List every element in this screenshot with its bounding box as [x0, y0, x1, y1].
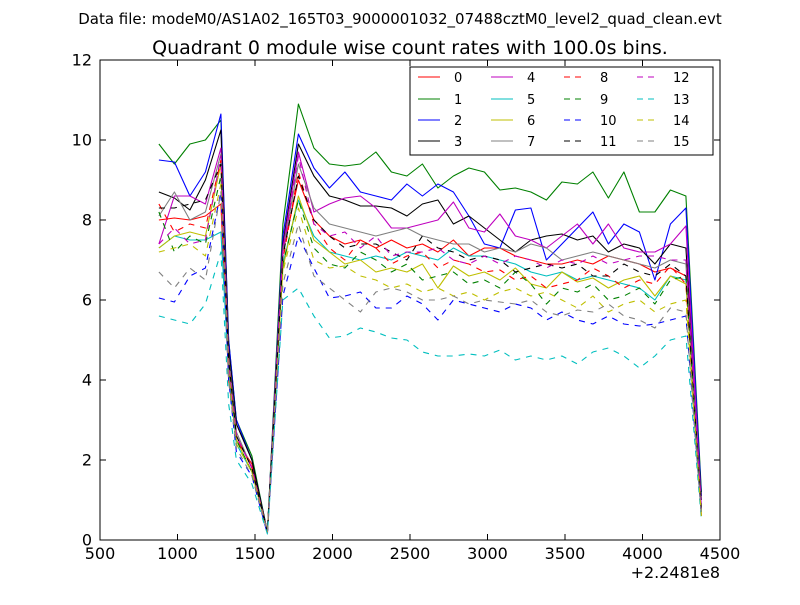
y-tick-label: 12: [72, 51, 92, 70]
legend-label-2: 2: [454, 114, 462, 129]
legend-label-9: 9: [600, 93, 608, 108]
y-tick-label: 6: [82, 291, 92, 310]
x-tick-label: 500: [85, 544, 116, 563]
x-tick-label: 4000: [622, 544, 663, 563]
series-layer: [158, 103, 702, 535]
series-line-10: [158, 191, 702, 535]
legend-label-1: 1: [454, 93, 462, 108]
series-line-11: [158, 163, 702, 533]
legend-label-7: 7: [527, 135, 535, 150]
legend-label-3: 3: [454, 135, 462, 150]
x-tick-label: 2500: [390, 544, 431, 563]
x-tick-label: 1500: [235, 544, 276, 563]
legend-frame: [409, 66, 714, 156]
legend-label-6: 6: [527, 114, 535, 129]
y-tick-label: 8: [82, 211, 92, 230]
legend-label-5: 5: [527, 93, 535, 108]
legend-label-11: 11: [600, 135, 617, 150]
figure-suptitle: Data file: modeM0/AS1A02_165T03_90000010…: [78, 10, 722, 29]
x-tick-label: 3000: [467, 544, 508, 563]
legend-label-8: 8: [600, 71, 608, 86]
series-line-15: [158, 191, 702, 533]
x-tick-label: 4500: [700, 544, 741, 563]
legend-label-10: 10: [600, 114, 617, 129]
series-line-12: [158, 155, 702, 533]
x-axis-offset-label: +2.2481e8: [631, 563, 720, 582]
legend-label-12: 12: [673, 71, 690, 86]
series-line-6: [158, 163, 702, 533]
y-tick-label: 10: [72, 131, 92, 150]
legend-label-14: 14: [673, 114, 690, 129]
legend-label-0: 0: [454, 71, 462, 86]
x-tick-label: 2000: [312, 544, 353, 563]
series-line-9: [158, 175, 702, 533]
y-tick-label: 4: [82, 371, 92, 390]
series-line-3: [158, 129, 702, 533]
legend-label-15: 15: [673, 135, 690, 150]
legend-label-4: 4: [527, 71, 535, 86]
y-tick-label: 2: [82, 451, 92, 470]
y-tick-label: 0: [82, 531, 92, 550]
legend-label-13: 13: [673, 93, 690, 108]
x-tick-label: 1000: [157, 544, 198, 563]
chart-title: Quadrant 0 module wise count rates with …: [152, 37, 668, 59]
axis-ticks: 500 1000 1500 2000 2500 3000 3500 4000 4500 0 2 4 6 8…: [72, 51, 741, 564]
x-tick-label: 3500: [545, 544, 586, 563]
